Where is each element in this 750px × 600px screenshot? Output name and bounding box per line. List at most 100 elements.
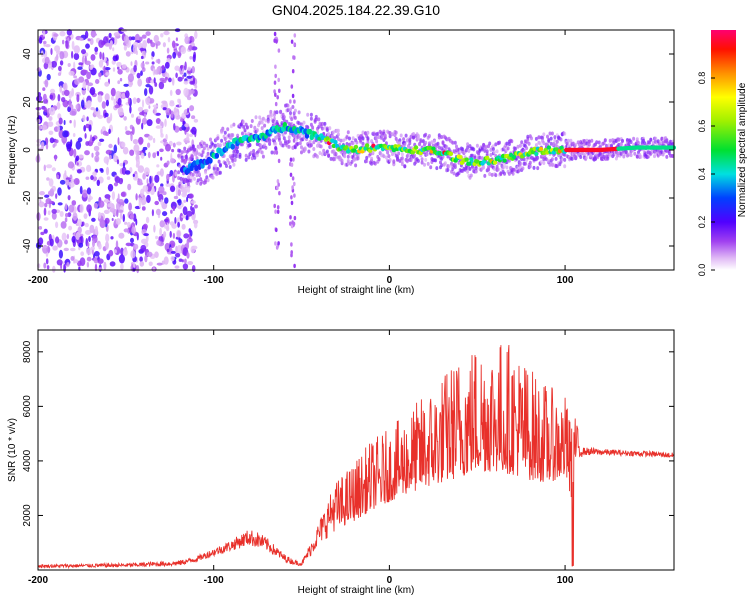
streak-cell (293, 181, 296, 187)
noise-cell (166, 160, 170, 166)
noise-cell (151, 51, 155, 58)
noise-cell (80, 99, 85, 109)
ridge-halo-cell (198, 152, 201, 157)
noise-cell (168, 77, 172, 83)
ridge-halo-cell (200, 179, 204, 184)
ridge-halo-cell (270, 150, 274, 155)
noise-cell (71, 200, 77, 206)
noise-cell (46, 177, 50, 181)
noise-cell (97, 94, 103, 103)
ridge-halo-cell (207, 165, 211, 170)
ridge-halo-cell (229, 124, 233, 129)
noise-cell (170, 255, 175, 262)
ridge-cell (492, 160, 498, 165)
noise-cell (177, 98, 181, 104)
ridge-halo-cell (541, 135, 545, 140)
ridge-halo-cell (255, 153, 259, 158)
noise-cell (72, 133, 76, 137)
noise-cell (145, 97, 151, 104)
noise-cell (117, 209, 124, 213)
ridge-halo-cell (447, 164, 451, 169)
noise-cell (114, 104, 121, 109)
noise-cell (61, 232, 67, 241)
noise-cell (86, 71, 91, 80)
noise-cell (37, 125, 42, 130)
ridge-halo-cell (298, 141, 302, 146)
ridge-halo-cell (336, 137, 340, 142)
ridge-halo-cell (245, 125, 249, 130)
ridge-halo-cell (555, 139, 559, 144)
ridge-halo-cell (277, 133, 281, 138)
ridge-halo-cell (653, 154, 656, 159)
ridge-halo-cell (350, 159, 354, 164)
noise-cell (169, 230, 172, 238)
ridge-halo-cell (334, 152, 338, 156)
noise-cell (142, 173, 146, 180)
ridge-halo-cell (495, 149, 499, 154)
noise-cell (96, 179, 101, 186)
noise-cell (87, 197, 91, 202)
ridge-halo-cell (346, 154, 350, 159)
y-tick-label: 40 (22, 48, 33, 60)
ridge-halo-cell (287, 139, 291, 144)
ridge-halo-cell (420, 160, 424, 165)
noise-cell (184, 123, 190, 128)
ridge-halo-cell (532, 165, 536, 170)
ridge-halo-cell (560, 157, 564, 162)
noise-cell (36, 119, 41, 123)
noise-cell (52, 143, 56, 148)
noise-cell (83, 125, 87, 132)
noise-cell (104, 67, 111, 71)
ridge-cell (344, 145, 349, 150)
ridge-halo-cell (563, 152, 567, 157)
noise-cell (146, 178, 149, 185)
ridge-halo-cell (228, 165, 232, 169)
noise-cell (95, 151, 100, 157)
noise-cell (64, 239, 68, 245)
ridge-halo-cell (274, 146, 278, 150)
ridge-halo-cell (314, 114, 318, 119)
noise-cell (161, 121, 164, 129)
noise-cell (117, 97, 122, 106)
ridge-halo-cell (323, 121, 327, 126)
streak-cell (293, 99, 296, 104)
noise-cell (79, 37, 84, 42)
noise-cell (154, 82, 158, 87)
noise-cell (98, 243, 102, 250)
ridge-halo-cell (494, 142, 498, 147)
ridge-halo-cell (361, 141, 365, 146)
noise-cell (164, 197, 169, 204)
noise-cell (48, 116, 53, 121)
noise-cell (52, 245, 58, 251)
ridge-halo-cell (273, 113, 276, 117)
streak-cell (290, 253, 293, 258)
streak-cell (291, 185, 294, 190)
noise-cell (169, 101, 175, 107)
ridge-halo-cell (260, 126, 264, 131)
noise-cell (89, 134, 93, 143)
ridge-halo-cell (177, 170, 181, 175)
noise-cell (149, 98, 155, 104)
ridge-halo-cell (209, 137, 212, 142)
ridge-halo-cell (223, 130, 227, 135)
noise-cell (38, 226, 43, 230)
ridge-halo-cell (493, 150, 497, 155)
noise-cell (110, 112, 113, 122)
noise-cell (187, 96, 192, 101)
ridge-halo-cell (255, 142, 259, 147)
ridge-halo-cell (624, 149, 628, 154)
noise-cell (86, 164, 92, 172)
noise-cell (145, 31, 151, 36)
noise-cell (62, 39, 65, 45)
noise-cell (163, 231, 167, 238)
y-tick-label: 4000 (22, 449, 33, 472)
noise-cell (183, 80, 189, 85)
noise-cell (156, 240, 161, 246)
colorbar-tick-label: 0.4 (697, 168, 707, 181)
noise-cell (186, 252, 190, 259)
noise-cell (105, 149, 112, 155)
ridge-halo-cell (475, 143, 479, 148)
streak-cell (273, 31, 277, 37)
ridge-halo-cell (485, 149, 489, 154)
